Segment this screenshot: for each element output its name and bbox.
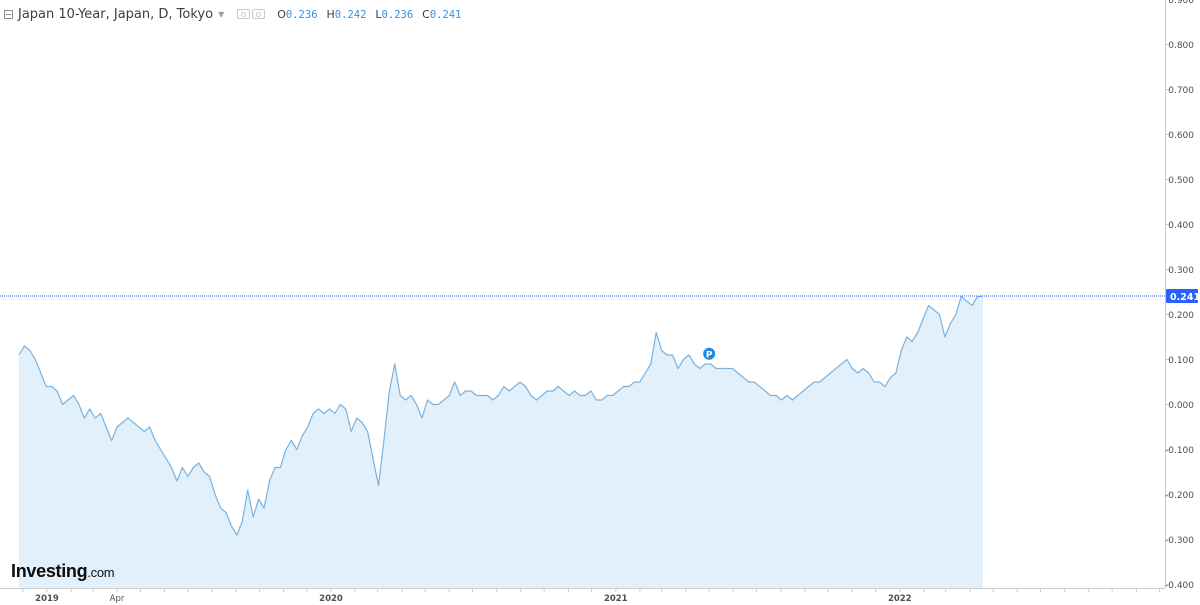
- visibility-icon[interactable]: [237, 9, 251, 19]
- x-tick-label: Apr: [110, 594, 125, 604]
- ohlc-low: L0.236: [375, 7, 414, 21]
- y-tick-label: 0.200: [1168, 311, 1194, 321]
- y-tick-label: -0.200: [1165, 491, 1194, 501]
- ohlc-close: C0.241: [422, 7, 462, 21]
- settings-icon[interactable]: [252, 9, 266, 19]
- chart-legend-header: Japan 10-Year, Japan, D, Tokyo ▼ O0.236 …: [4, 5, 470, 23]
- y-tick-label: 0.900: [1168, 0, 1194, 6]
- last-price-label-bg: [1166, 289, 1198, 304]
- area-fill-layer: [19, 296, 983, 588]
- y-tick-label: 0.500: [1168, 176, 1194, 186]
- y-tick-label: -0.100: [1165, 446, 1194, 456]
- x-tick-label: 2019: [35, 594, 59, 604]
- y-tick-label: 0.000: [1168, 401, 1194, 411]
- y-tick-label: 0.600: [1168, 131, 1194, 141]
- y-tick-label: 0.700: [1168, 86, 1194, 96]
- x-tick-label: 2021: [604, 594, 628, 604]
- y-tick-label: 0.400: [1168, 221, 1194, 231]
- ohlc-values: O0.236 H0.242 L0.236 C0.241: [277, 8, 470, 21]
- area-fill: [19, 296, 983, 588]
- collapse-icon[interactable]: [4, 9, 13, 19]
- last-price-label: 0.241: [1166, 289, 1200, 304]
- y-axis[interactable]: 0.900 0.800 0.700 0.600 0.500 0.400 0.300 0.200…: [1165, 0, 1194, 591]
- event-marker-layer[interactable]: P: [703, 347, 716, 361]
- price-line-layer: [18, 295, 984, 536]
- ohlc-open: O0.236: [277, 7, 318, 21]
- y-tick-label: 0.800: [1168, 41, 1194, 51]
- event-marker-circle: [703, 347, 716, 360]
- x-tick-label: 2020: [319, 594, 343, 604]
- investing-logo[interactable]: Investing.com: [11, 561, 115, 581]
- y-tick-label: -0.400: [1165, 581, 1194, 591]
- last-price-label-text: 0.241: [1170, 292, 1200, 303]
- y-tick-label: 0.100: [1168, 356, 1194, 366]
- symbol-title[interactable]: Japan 10-Year, Japan, D, Tokyo: [18, 6, 214, 22]
- x-axis[interactable]: 2019 Apr 2020 2021 2022: [22, 588, 1161, 604]
- price-line: [18, 295, 984, 536]
- y-tick-label: -0.300: [1165, 536, 1194, 546]
- x-tick-label: 2022: [888, 594, 912, 604]
- chevron-down-icon[interactable]: ▼: [218, 9, 225, 19]
- event-marker-label: P: [706, 350, 713, 360]
- ohlc-high: H0.242: [326, 7, 367, 21]
- y-tick-label: 0.300: [1168, 266, 1194, 276]
- series-settings-icons: [237, 9, 266, 19]
- axis-corner: [1165, 588, 1200, 605]
